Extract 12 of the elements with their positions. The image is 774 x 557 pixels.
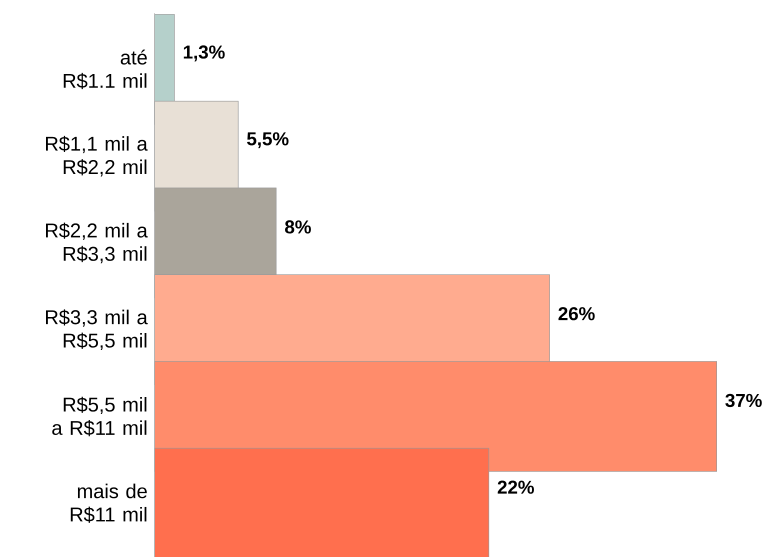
y-tick-label: até R$1.1 mil xyxy=(64,50,147,90)
y-tick-label: R$3,3 mil a R$5,5 mil xyxy=(46,309,148,350)
y-tick-label: mais de R$11 mil xyxy=(70,484,147,523)
data-label: 1,3% xyxy=(184,45,225,62)
data-label: 37% xyxy=(725,394,762,408)
data-label: 22% xyxy=(498,480,534,494)
data-label: 26% xyxy=(558,307,595,320)
y-tick-label: R$1,1 mil a R$2,2 mil xyxy=(46,136,148,177)
y-tick-label: R$2,2 mil a R$3,3 mil xyxy=(46,222,148,264)
data-label: 8% xyxy=(285,220,311,234)
data-label: 5,5% xyxy=(247,132,289,148)
y-tick-label: R$5,5 mil a R$11 mil xyxy=(52,396,146,436)
